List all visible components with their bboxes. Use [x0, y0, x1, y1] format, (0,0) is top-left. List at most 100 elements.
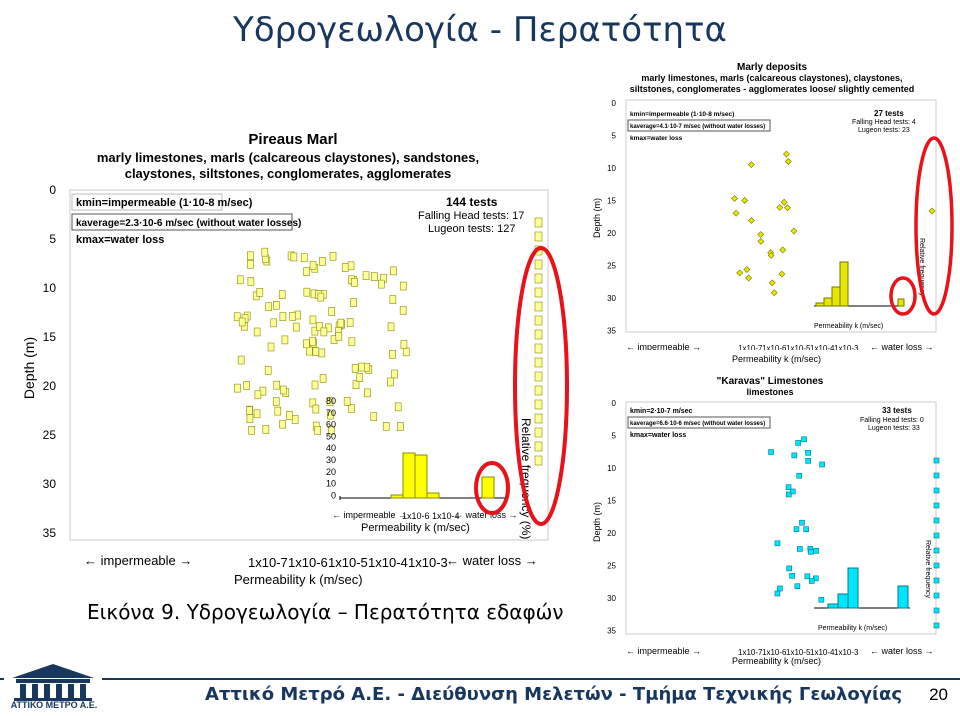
- data-point: [534, 301, 543, 312]
- karavas-kavg: kaverage=6.6·10-6 m/sec (without water l…: [630, 421, 765, 427]
- pireaus-x-waterloss: ← water loss →: [446, 553, 538, 568]
- data-point: [279, 312, 287, 321]
- marly-subtitle-2: siltstones, conglomerates - agglomerates…: [630, 84, 915, 94]
- data-point: [534, 287, 543, 298]
- data-point: [351, 364, 359, 373]
- data-point: [776, 203, 784, 211]
- y-tick-label: 35: [607, 327, 616, 336]
- pireaus-hist-bar: [481, 476, 495, 499]
- data-point: [534, 329, 543, 340]
- data-point: [784, 158, 792, 165]
- data-point: [785, 491, 792, 498]
- data-point: [741, 196, 749, 204]
- data-point: [309, 336, 316, 346]
- x-tick-label: 1x10-5: [786, 648, 811, 657]
- y-tick-label: 5: [612, 432, 617, 441]
- y-tick-label: 35: [43, 526, 57, 540]
- data-point: [341, 263, 349, 272]
- data-point: [311, 380, 319, 390]
- data-point: [786, 565, 793, 572]
- data-point: [791, 452, 798, 459]
- data-point: [314, 425, 322, 435]
- data-point: [316, 322, 323, 331]
- data-point: [327, 410, 334, 420]
- data-point: [273, 300, 280, 310]
- data-point: [534, 217, 543, 228]
- data-point: [387, 322, 395, 332]
- data-point: [534, 441, 543, 452]
- x-tick-label: 1x10-5: [328, 555, 368, 570]
- data-point: [933, 487, 940, 494]
- data-point: [818, 596, 825, 603]
- data-point: [933, 577, 940, 584]
- pireaus-inset-impermeable: ← impermeable →: [332, 510, 407, 520]
- slide-title: Υδρογεωλογία - Περατότητα: [233, 10, 727, 50]
- data-point: [326, 397, 334, 406]
- freq-tick-label: 20: [326, 467, 336, 477]
- figure-caption: Εικόνα 9. Υδρογεωλογία – Περατότητα εδαφ…: [87, 600, 564, 624]
- data-point: [253, 327, 261, 337]
- y-tick-label: 25: [607, 562, 616, 571]
- y-tick-label: 25: [43, 428, 57, 442]
- pireaus-hist-bar: [426, 492, 440, 499]
- data-point: [389, 350, 396, 359]
- data-point: [803, 526, 809, 533]
- karavas-inset-label: Permeability k (m/sec): [818, 625, 887, 632]
- karavas-x-impermeable: ← impermeable →: [626, 646, 701, 656]
- pireaus-y-label: Depth (m): [21, 337, 37, 399]
- karavas-hist-bar: [897, 585, 909, 609]
- data-point: [337, 318, 345, 328]
- y-tick-label: 0: [612, 399, 617, 408]
- data-point: [391, 369, 398, 379]
- freq-tick-label: 70: [326, 408, 336, 418]
- y-tick-label: 0: [49, 183, 56, 197]
- data-point: [306, 346, 313, 356]
- data-point: [328, 425, 335, 435]
- data-point: [364, 388, 371, 398]
- data-point: [933, 607, 940, 614]
- y-tick-label: 20: [607, 529, 616, 538]
- data-point: [933, 457, 940, 464]
- y-tick-label: 30: [607, 294, 616, 303]
- data-point: [933, 562, 940, 569]
- freq-tick-label: 50: [326, 431, 336, 441]
- freq-tick-label: 30: [326, 455, 336, 465]
- data-point: [319, 257, 326, 266]
- y-tick-label: 35: [607, 627, 616, 636]
- x-tick-label: 1x10-3: [408, 555, 448, 570]
- marly-lugeon: Lugeon tests: 23: [858, 127, 910, 134]
- karavas-y-label: Depth (m): [592, 502, 602, 542]
- data-point: [270, 318, 277, 328]
- data-point: [534, 413, 543, 424]
- marly-hist-bar: [823, 297, 833, 307]
- y-tick-label: 10: [607, 164, 616, 173]
- pireaus-lugeon: Lugeon tests: 127: [428, 223, 515, 235]
- highlight-ellipse: [889, 276, 917, 316]
- pireaus-hist-bar: [414, 454, 428, 499]
- data-point: [358, 362, 365, 372]
- data-point: [933, 532, 940, 539]
- footer-divider: [0, 678, 960, 680]
- pireaus-tests: 144 tests: [446, 195, 498, 209]
- data-point: [234, 383, 241, 393]
- data-point: [233, 312, 241, 322]
- data-point: [783, 150, 790, 158]
- data-point: [237, 355, 245, 365]
- pireaus-subtitle-1: marly limestones, marls (calcareous clay…: [97, 150, 479, 165]
- data-point: [267, 342, 275, 352]
- data-point: [797, 546, 803, 552]
- karavas-hist-bar: [827, 603, 839, 609]
- data-point: [320, 327, 328, 337]
- data-point: [767, 251, 775, 259]
- data-point: [808, 548, 814, 555]
- data-point: [747, 161, 755, 169]
- pireaus-inset-tick: 1x10-4: [432, 511, 460, 521]
- data-point: [785, 484, 792, 490]
- x-tick-label: 1x10-3: [834, 648, 859, 657]
- pireaus-falling: Falling Head tests: 17: [418, 210, 524, 222]
- data-point: [779, 246, 787, 254]
- karavas-title: "Karavas" Limestones: [717, 376, 824, 387]
- x-tick-label: 1x10-4: [810, 344, 835, 350]
- data-point: [292, 322, 300, 332]
- data-point: [264, 366, 272, 375]
